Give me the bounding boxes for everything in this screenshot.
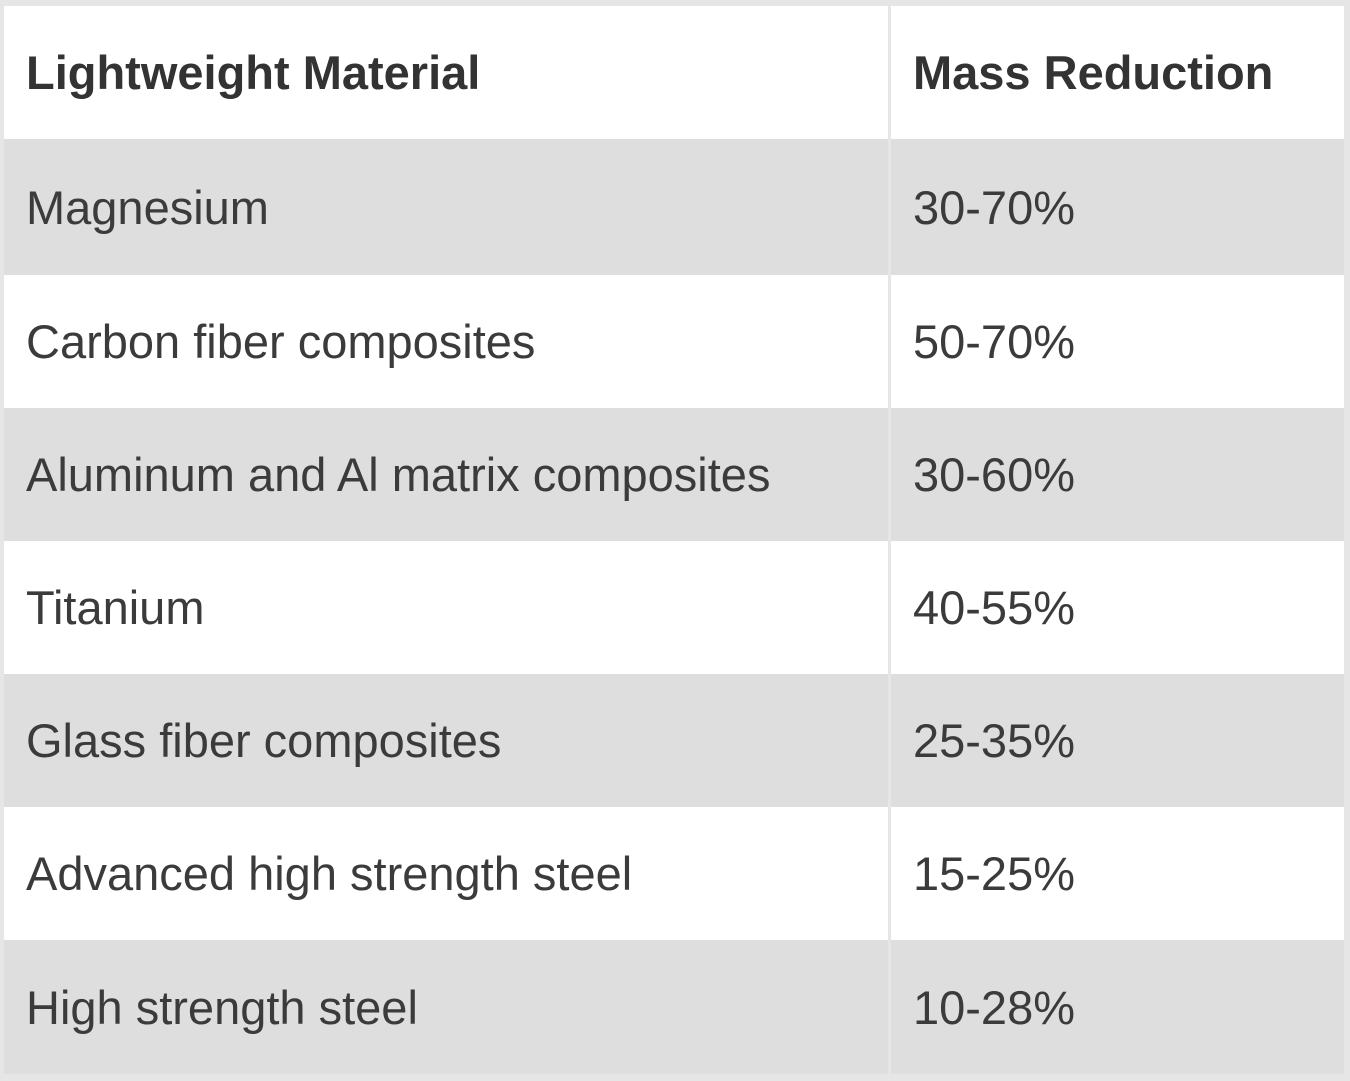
cell-material: Aluminum and Al matrix composites [4,408,891,541]
cell-mass-reduction: 25-35% [891,674,1344,807]
cell-mass-reduction: 30-70% [891,139,1344,275]
cell-material: Magnesium [4,139,891,275]
table-row: Aluminum and Al matrix composites 30-60% [4,408,1344,541]
table-row: Titanium 40-55% [4,541,1344,674]
table-row: High strength steel 10-28% [4,940,1344,1074]
cell-material: Carbon fiber composites [4,275,891,408]
table-row: Glass fiber composites 25-35% [4,674,1344,807]
table-header-row: Lightweight Material Mass Reduction [4,6,1344,139]
cell-mass-reduction: 30-60% [891,408,1344,541]
cell-material: High strength steel [4,940,891,1074]
cell-mass-reduction: 50-70% [891,275,1344,408]
material-mass-reduction-table: Lightweight Material Mass Reduction Magn… [4,6,1344,1074]
cell-mass-reduction: 10-28% [891,940,1344,1074]
cell-mass-reduction: 40-55% [891,541,1344,674]
cell-mass-reduction: 15-25% [891,807,1344,940]
table-row: Magnesium 30-70% [4,139,1344,275]
cell-material: Titanium [4,541,891,674]
table-row: Advanced high strength steel 15-25% [4,807,1344,940]
cell-material: Advanced high strength steel [4,807,891,940]
table-row: Carbon fiber composites 50-70% [4,275,1344,408]
cell-material: Glass fiber composites [4,674,891,807]
header-lightweight-material: Lightweight Material [4,6,891,139]
header-mass-reduction: Mass Reduction [891,6,1344,139]
